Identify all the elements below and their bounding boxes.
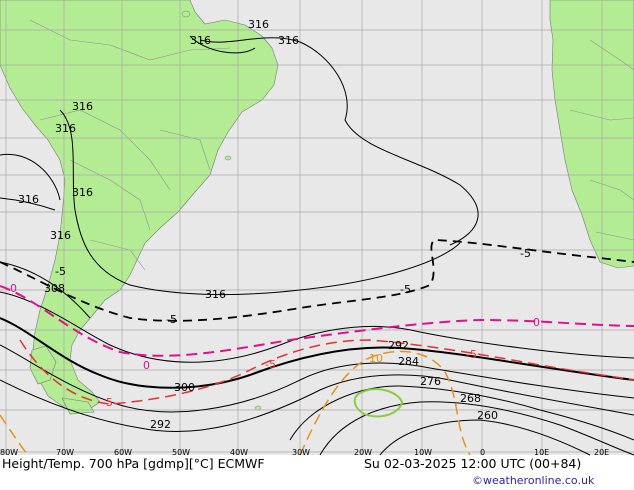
graticule [0, 0, 634, 455]
temp-contour-neg5-north [0, 239, 634, 322]
height-label: 308 [44, 282, 65, 295]
lon-label: 10W [414, 448, 432, 457]
height-label: 316 [72, 100, 93, 113]
map-valid-time: Su 02-03-2025 12:00 UTC (00+84) [364, 456, 582, 471]
temp-label: 0 [10, 282, 17, 295]
temp-label: -10 [365, 352, 383, 365]
height-label: 316 [72, 186, 93, 199]
height-label: 292 [150, 418, 171, 431]
lon-label: 20E [594, 448, 609, 457]
credit-link[interactable]: ©weatheronline.co.uk [472, 474, 595, 487]
height-label: 316 [18, 193, 39, 206]
temp-label: -5 [102, 396, 113, 409]
map-title: Height/Temp. 700 hPa [gdmp][°C] ECMWF [2, 456, 265, 471]
temp-label: -5 [520, 247, 531, 260]
temp-contour-neg15 [353, 388, 404, 418]
land-africa [549, 0, 634, 269]
temp-label: -5 [400, 283, 411, 296]
lon-label: 50W [172, 448, 190, 457]
height-label: 316 [50, 229, 71, 242]
temp-label: -5 [265, 358, 276, 371]
temp-label: -5 [55, 265, 66, 278]
temp-label: 0 [533, 316, 540, 329]
temp-label: -5 [466, 348, 477, 361]
lon-label: 70W [56, 448, 74, 457]
height-label: 316 [248, 18, 269, 31]
temp-contour-zero [0, 285, 634, 357]
height-labels: 316 316 316 316 316 316 316 316 316 308 … [18, 18, 498, 431]
lon-label: 40W [230, 448, 248, 457]
height-label: 316 [190, 34, 211, 47]
height-label: 268 [460, 392, 481, 405]
height-label: 316 [278, 34, 299, 47]
lon-label: 80W [0, 448, 18, 457]
height-label: 300 [174, 381, 195, 394]
lon-label: 30W [292, 448, 310, 457]
height-label: 316 [205, 288, 226, 301]
lon-label: 20W [354, 448, 372, 457]
lon-label: 10E [534, 448, 549, 457]
lon-label: 60W [114, 448, 132, 457]
temp-contour-neg10 [0, 350, 471, 456]
height-contours [0, 35, 634, 456]
temp-label: -5 [166, 313, 177, 326]
height-label: 260 [477, 409, 498, 422]
temp-label: 0 [143, 359, 150, 372]
height-label: 276 [420, 375, 441, 388]
temp-labels: -5 -5 -5 -5 0 0 -5 -10 -5 0 -5 [10, 247, 540, 409]
longitude-labels: 80W 70W 60W 50W 40W 30W 20W 10W 0 10E 20… [0, 448, 609, 457]
height-label: 316 [55, 122, 76, 135]
land-islands [181, 10, 262, 411]
height-label: 292 [388, 339, 409, 352]
lon-label: 0 [480, 448, 485, 457]
temp-contour-neg5 [19, 339, 634, 405]
height-label: 284 [398, 355, 419, 368]
